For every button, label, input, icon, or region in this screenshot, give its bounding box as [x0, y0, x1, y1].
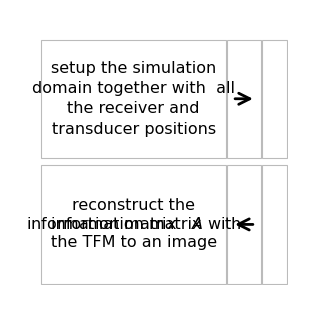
FancyBboxPatch shape [227, 40, 261, 158]
Text: reconstruct the: reconstruct the [72, 198, 195, 213]
Text: setup the simulation
domain together with  all
the receiver and
transducer posit: setup the simulation domain together wit… [32, 61, 235, 137]
Text: information matrix: information matrix [51, 217, 217, 232]
FancyBboxPatch shape [41, 40, 226, 158]
FancyBboxPatch shape [227, 165, 261, 284]
Text: the TFM to an image: the TFM to an image [51, 236, 217, 251]
FancyBboxPatch shape [41, 165, 226, 284]
FancyBboxPatch shape [262, 40, 287, 158]
Text: information matrix   $\it{A}$ with: information matrix $\it{A}$ with [26, 216, 242, 232]
FancyBboxPatch shape [262, 165, 287, 284]
